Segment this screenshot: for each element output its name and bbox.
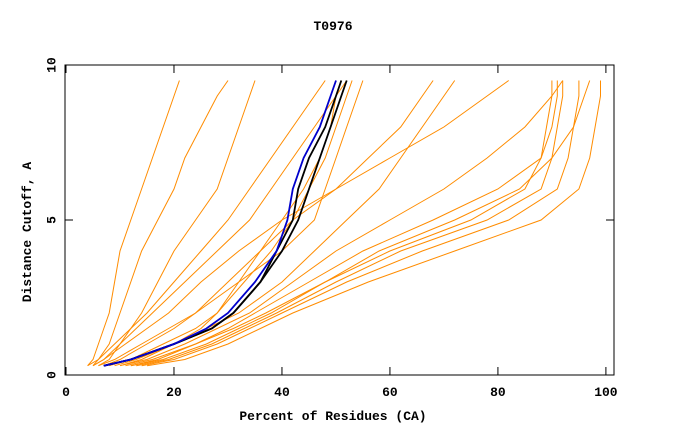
- x-tick-label: 20: [166, 385, 182, 400]
- series-line: [103, 80, 337, 367]
- x-tick-label: 40: [274, 385, 290, 400]
- y-tick-label: 5: [44, 216, 59, 224]
- series-line: [103, 80, 343, 367]
- x-tick-label: 60: [382, 385, 398, 400]
- series-line: [87, 80, 326, 367]
- series-line: [98, 80, 256, 367]
- series-line: [119, 80, 564, 367]
- x-axis-label: Percent of Residues (CA): [239, 409, 426, 424]
- chart-title: T0976: [313, 19, 352, 34]
- series-line: [125, 80, 591, 367]
- series-line: [98, 80, 364, 367]
- x-tick-label: 100: [594, 385, 618, 400]
- series-line: [103, 80, 434, 367]
- series-line: [146, 80, 601, 367]
- series-line: [92, 80, 348, 367]
- series-line: [136, 80, 564, 367]
- series-line: [92, 80, 509, 367]
- y-tick-label: 0: [44, 371, 59, 379]
- series-line: [87, 80, 180, 367]
- x-tick-label: 80: [490, 385, 506, 400]
- series-line: [109, 80, 353, 367]
- series-line: [130, 80, 553, 367]
- series-line: [119, 80, 342, 367]
- y-axis-label: Distance Cutoff, A: [20, 162, 35, 303]
- series-line: [92, 80, 229, 367]
- x-tick-label: 0: [62, 385, 70, 400]
- y-tick-label: 10: [44, 57, 59, 73]
